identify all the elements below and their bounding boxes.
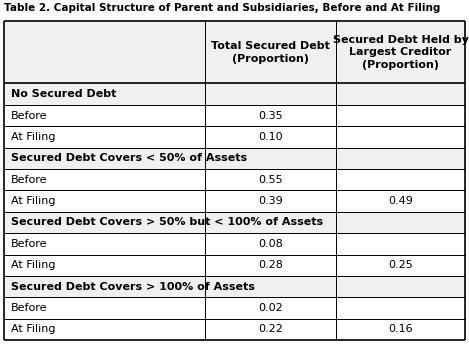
Text: 0.28: 0.28 [258,260,283,270]
Text: At Filing: At Filing [11,132,55,142]
Text: Before: Before [11,303,47,313]
Bar [4,276,465,297]
Bar [4,212,465,233]
Text: 0.02: 0.02 [258,303,283,313]
Text: Secured Debt Held by
Largest Creditor
(Proportion): Secured Debt Held by Largest Creditor (P… [333,35,469,70]
Text: 0.10: 0.10 [258,132,282,142]
Text: Before: Before [11,175,47,185]
Bar [4,84,465,105]
Text: 0.16: 0.16 [388,324,413,334]
Text: No Secured Debt: No Secured Debt [11,89,116,99]
Text: 0.55: 0.55 [258,175,282,185]
Text: 0.35: 0.35 [258,110,282,120]
Text: 0.49: 0.49 [388,196,413,206]
Text: At Filing: At Filing [11,196,55,206]
Text: 0.22: 0.22 [258,324,283,334]
Text: 0.39: 0.39 [258,196,283,206]
Text: Before: Before [11,110,47,120]
Text: 0.25: 0.25 [388,260,413,270]
Text: At Filing: At Filing [11,260,55,270]
Text: Total Secured Debt
(Proportion): Total Secured Debt (Proportion) [211,41,330,64]
Text: Secured Debt Covers < 50% of Assets: Secured Debt Covers < 50% of Assets [11,153,247,163]
Text: Before: Before [11,239,47,249]
Text: Table 2. Capital Structure of Parent and Subsidiaries, Before and At Filing: Table 2. Capital Structure of Parent and… [4,3,440,13]
Text: 0.08: 0.08 [258,239,283,249]
Text: Secured Debt Covers > 100% of Assets: Secured Debt Covers > 100% of Assets [11,281,255,292]
Text: Secured Debt Covers > 50% but < 100% of Assets: Secured Debt Covers > 50% but < 100% of … [11,217,323,227]
Text: At Filing: At Filing [11,324,55,334]
Bar [4,148,465,169]
Bar [4,21,465,84]
